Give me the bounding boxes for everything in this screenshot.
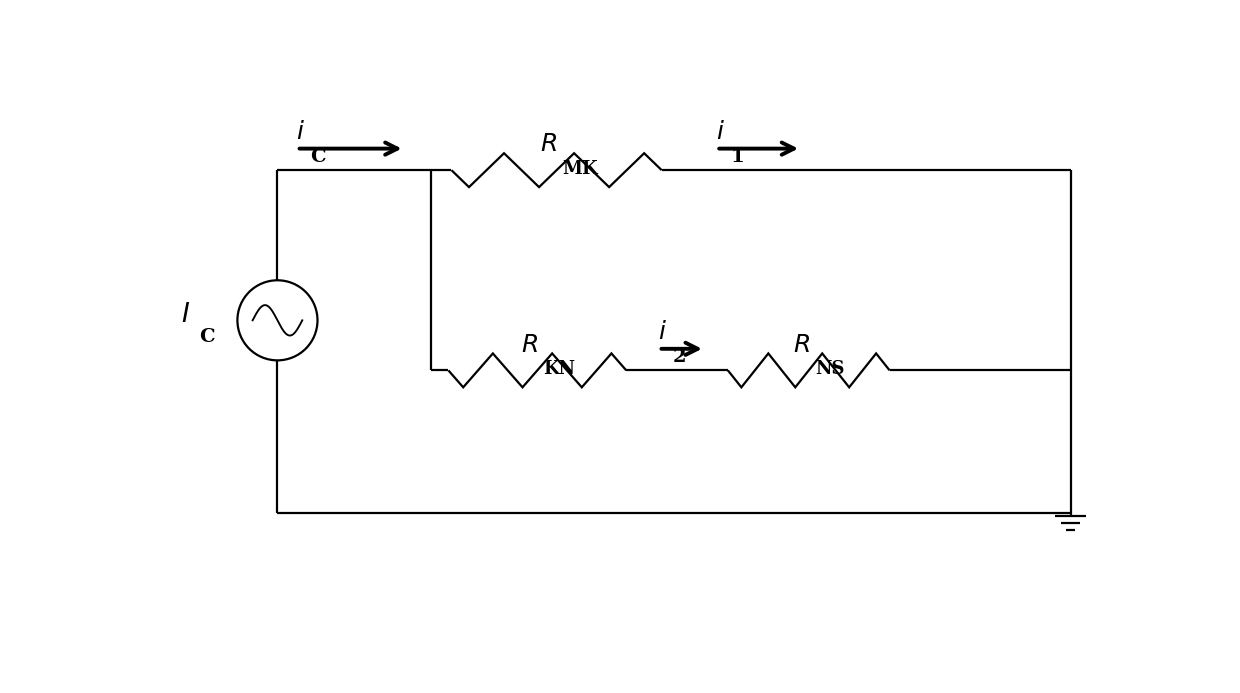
Text: 2: 2 — [672, 348, 686, 366]
Text: NS: NS — [815, 360, 844, 378]
Text: $\mathit{R}$: $\mathit{R}$ — [792, 333, 810, 356]
Text: KN: KN — [543, 360, 575, 378]
Text: $\mathit{i}$: $\mathit{i}$ — [296, 121, 305, 144]
Text: $\mathit{R}$: $\mathit{R}$ — [521, 333, 538, 356]
Text: $\mathit{R}$: $\mathit{R}$ — [541, 133, 557, 157]
Text: $\mathit{i}$: $\mathit{i}$ — [715, 121, 724, 144]
Text: $\mathit{I}$: $\mathit{I}$ — [181, 301, 190, 326]
Text: C: C — [310, 148, 326, 166]
Text: $\mathit{i}$: $\mathit{i}$ — [658, 321, 667, 344]
Text: MK: MK — [563, 160, 599, 178]
Text: 1: 1 — [730, 148, 744, 166]
Text: C: C — [198, 328, 215, 346]
